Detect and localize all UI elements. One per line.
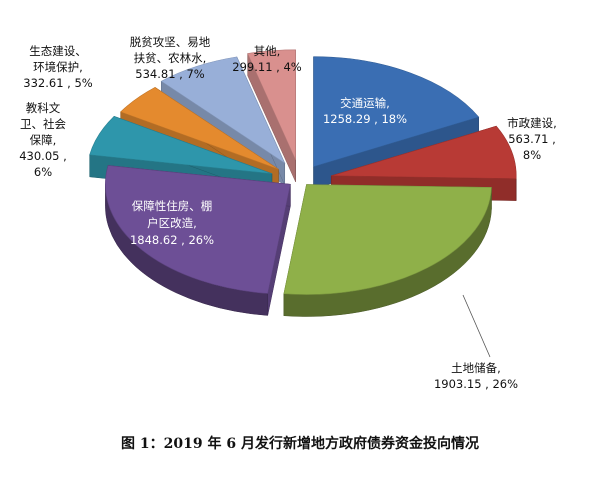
slice-top-face (89, 115, 273, 174)
slice-top-face (160, 56, 286, 164)
pie-slice (247, 49, 296, 182)
slice-data-label: 其他, 299.11 , 4% (232, 44, 302, 74)
slice-data-label: 生态建设、环境保护, 332.61 , 5% (23, 44, 93, 90)
slice-top-face (331, 125, 517, 179)
slice-data-label: 市政建设, 563.71 , 8% (507, 116, 557, 162)
slice-data-label: 保障性住房、棚户区改造, 1848.62 , 26% (130, 199, 214, 247)
slice-top-face (105, 165, 291, 294)
pie-slice (283, 184, 492, 317)
leader-line (462, 294, 491, 358)
slice-data-label: 交通运输, 1258.29 , 18% (323, 96, 407, 126)
slice-top-face (313, 56, 480, 168)
slice-data-label: 土地储备, 1903.15 , 26% (434, 361, 518, 391)
slice-top-face (283, 184, 492, 295)
pie-slice (105, 165, 291, 316)
slice-top-face (247, 49, 296, 160)
slice-top-face (120, 86, 279, 170)
slice-data-label: 脱贫攻坚、易地扶贫、农林水, 534.81 , 7% (130, 35, 211, 81)
slice-data-label: 教科文卫、社会保障, 430.05 , 6% (19, 101, 67, 179)
figure-caption: 图 1：2019 年 6 月发行新增地方政府债券资金投向情况 (121, 436, 479, 452)
